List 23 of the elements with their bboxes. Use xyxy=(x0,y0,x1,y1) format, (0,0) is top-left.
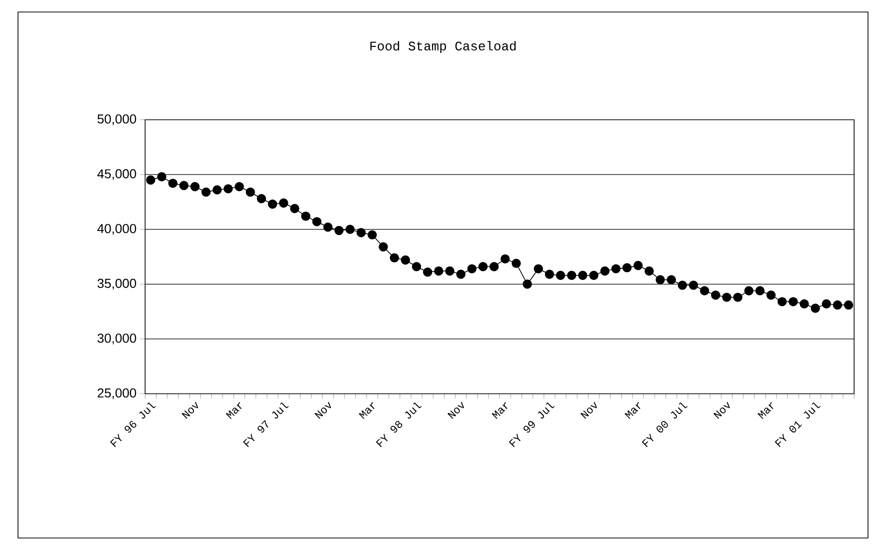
x-tick-label: Mar xyxy=(358,402,374,420)
x-tick-label: FY 01 Jul xyxy=(774,402,821,448)
x-tick-label: Nov xyxy=(713,402,730,419)
x-tick-label: Mar xyxy=(492,402,508,420)
x-tick-label: FY 96 Jul xyxy=(110,402,156,448)
x-tick-label: Nov xyxy=(182,402,198,419)
y-tick-label: 45,000 xyxy=(97,169,136,180)
y-tick-label: 50,000 xyxy=(98,114,136,126)
x-tick-label: Nov xyxy=(448,402,464,419)
x-tick-label: Mar xyxy=(226,402,242,420)
y-tick-label: 25,000 xyxy=(98,388,136,400)
x-tick-label: Mar xyxy=(624,402,640,420)
x-tick-label: FY 99 Jul xyxy=(508,402,555,448)
y-tick-label: 35,000 xyxy=(97,278,136,290)
x-tick-label: FY 97 Jul xyxy=(242,402,289,448)
x-tick-label: Nov xyxy=(314,402,332,419)
y-tick-label: 40,000 xyxy=(97,224,136,235)
chart-title: Food Stamp Caseload xyxy=(370,40,516,54)
x-tick-label: Nov xyxy=(580,402,597,419)
x-tick-label: FY 00 Jul xyxy=(642,402,688,448)
y-tick-label: 30,000 xyxy=(97,334,136,344)
x-tick-label: FY 98 Jul xyxy=(376,402,422,448)
x-tick-label: Mar xyxy=(758,402,774,420)
